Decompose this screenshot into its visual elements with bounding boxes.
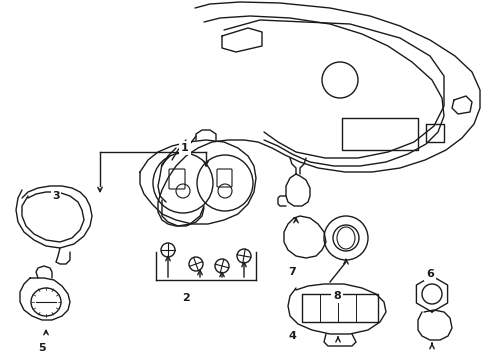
Text: 6: 6: [425, 269, 433, 279]
Text: 4: 4: [287, 331, 295, 341]
Text: 2: 2: [182, 293, 189, 303]
Text: 3: 3: [52, 191, 60, 201]
Text: 7: 7: [287, 267, 295, 277]
Text: 8: 8: [332, 291, 340, 301]
Text: 5: 5: [38, 343, 46, 353]
Text: 1: 1: [181, 143, 188, 153]
